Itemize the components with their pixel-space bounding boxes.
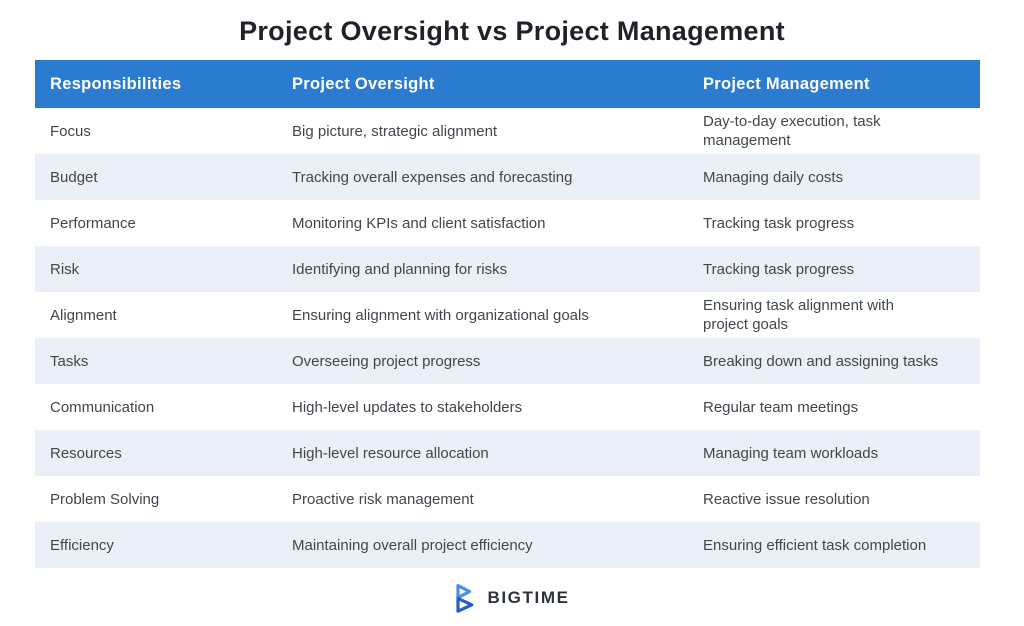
project-management-cell: Tracking task progress xyxy=(688,246,980,292)
table-row: Resources High-level resource allocation M… xyxy=(35,430,980,476)
responsibility-cell: Resources xyxy=(35,430,277,476)
table-row: Communication High-level updates to stake… xyxy=(35,384,980,430)
header-cell-project-management: Project Management xyxy=(688,60,980,108)
project-oversight-cell: High-level resource allocation xyxy=(277,430,688,476)
responsibility-cell: Problem Solving xyxy=(35,476,277,522)
project-management-cell: Day-to-day execution, task management xyxy=(688,108,980,154)
logo-bottom-chevron xyxy=(456,596,474,613)
table-row: Performance Monitoring KPIs and client sa… xyxy=(35,200,980,246)
project-management-cell: Managing team workloads xyxy=(688,430,980,476)
project-management-cell: Reactive issue resolution xyxy=(688,476,980,522)
header-cell-responsibilities: Responsibilities xyxy=(35,60,277,108)
responsibility-cell: Focus xyxy=(35,108,277,154)
responsibility-cell: Risk xyxy=(35,246,277,292)
responsibility-cell: Alignment xyxy=(35,292,277,338)
header-cell-project-oversight: Project Oversight xyxy=(277,60,688,108)
project-oversight-cell: Monitoring KPIs and client satisfaction xyxy=(277,200,688,246)
table-row: Focus Big picture, strategic alignment Day… xyxy=(35,108,980,154)
project-oversight-cell: Tracking overall expenses and forecastin… xyxy=(277,154,688,200)
responsibility-cell: Tasks xyxy=(35,338,277,384)
bigtime-chevron-b-icon xyxy=(454,583,479,613)
responsibility-cell: Communication xyxy=(35,384,277,430)
project-management-cell: Tracking task progress xyxy=(688,200,980,246)
bigtime-brand-text: BIGTIME xyxy=(487,588,570,607)
project-oversight-cell: Maintaining overall project efficiency xyxy=(277,522,688,568)
responsibility-cell: Performance xyxy=(35,200,277,246)
project-management-cell: Breaking down and assigning tasks xyxy=(688,338,980,384)
responsibility-cell: Efficiency xyxy=(35,522,277,568)
project-management-cell: Ensuring efficient task completion xyxy=(688,522,980,568)
table-row: Tasks Overseeing project progress Breaking… xyxy=(35,338,980,384)
table-row: Efficiency Maintaining overall project ef… xyxy=(35,522,980,568)
project-oversight-cell: Identifying and planning for risks xyxy=(277,246,688,292)
footer: BIGTIME xyxy=(0,583,1024,613)
table-row: Risk Identifying and planning for risks Tr… xyxy=(35,246,980,292)
project-oversight-cell: Overseeing project progress xyxy=(277,338,688,384)
page-title: Project Oversight vs Project Management xyxy=(239,16,785,46)
project-oversight-cell: Big picture, strategic alignment xyxy=(277,108,688,154)
table-row: Problem Solving Proactive risk management… xyxy=(35,476,980,522)
project-oversight-cell: Ensuring alignment with organizational g… xyxy=(277,292,688,338)
comparison-table: Responsibilities Project Oversight Proje… xyxy=(35,60,980,568)
project-oversight-cell: Proactive risk management xyxy=(277,476,688,522)
table-header-row: Responsibilities Project Oversight Proje… xyxy=(35,60,980,108)
table-row: Budget Tracking overall expenses and fore… xyxy=(35,154,980,200)
logo-top-chevron xyxy=(456,584,472,600)
responsibility-cell: Budget xyxy=(35,154,277,200)
project-oversight-cell: High-level updates to stakeholders xyxy=(277,384,688,430)
project-management-cell: Managing daily costs xyxy=(688,154,980,200)
project-management-cell: Ensuring task alignment with project goa… xyxy=(688,292,980,338)
table-body: Focus Big picture, strategic alignment Day… xyxy=(35,108,980,568)
table-row: Alignment Ensuring alignment with organiz… xyxy=(35,292,980,338)
project-management-cell: Regular team meetings xyxy=(688,384,980,430)
